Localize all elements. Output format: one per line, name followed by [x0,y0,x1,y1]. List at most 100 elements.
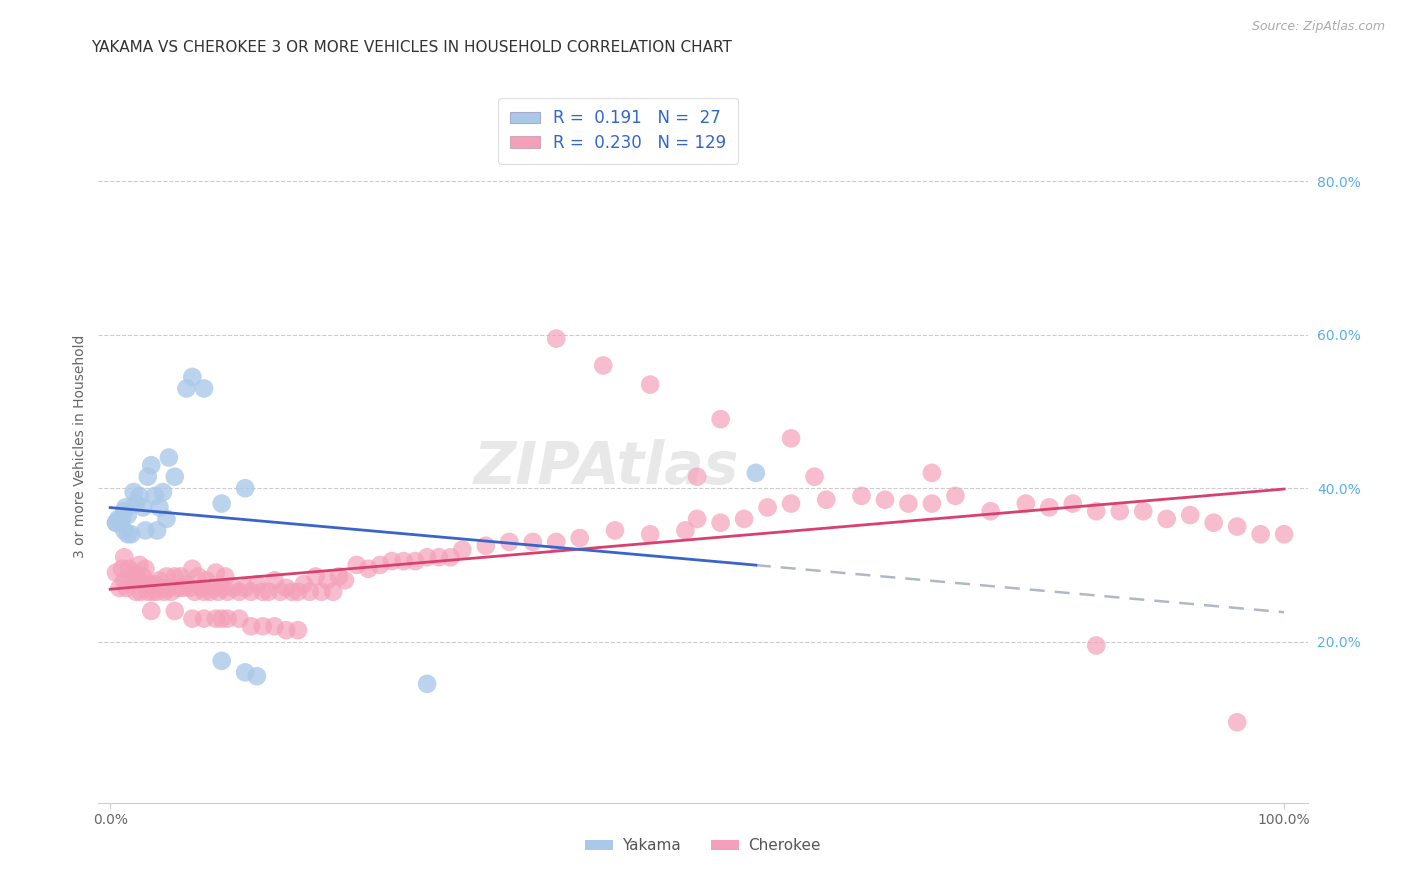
Point [416,550,439,565]
Point [108,581,131,595]
Point [228,584,250,599]
Point [127,574,149,588]
Point [181,612,204,626]
Point [157,450,180,465]
Point [638,377,661,392]
Point [211,497,233,511]
Point [980,504,1002,518]
Point [134,524,156,538]
Point [190,581,212,595]
Point [112,574,135,588]
Point [107,512,129,526]
Point [128,489,150,503]
Point [287,584,309,599]
Point [125,497,148,511]
Point [111,562,134,576]
Point [136,469,159,483]
Point [873,492,896,507]
Point [198,584,221,599]
Point [193,612,215,626]
Point [233,481,256,495]
Point [187,569,209,583]
Point [780,497,803,511]
Point [112,524,135,538]
Point [211,654,233,668]
Point [851,489,873,503]
Point [276,623,298,637]
Point [252,619,274,633]
Point [322,584,344,599]
Point [304,569,326,583]
Point [176,381,198,395]
Point [311,584,333,599]
Point [204,612,226,626]
Text: ZIPAtlas: ZIPAtlas [474,439,740,496]
Point [125,584,148,599]
Point [498,535,520,549]
Point [240,619,263,633]
Point [105,516,128,530]
Point [673,524,696,538]
Point [122,566,145,580]
Point [117,527,139,541]
Point [638,527,661,541]
Point [181,370,204,384]
Text: Source: ZipAtlas.com: Source: ZipAtlas.com [1251,20,1385,33]
Point [129,584,152,599]
Point [141,584,163,599]
Point [141,458,163,473]
Point [921,497,943,511]
Point [1108,504,1130,518]
Point [897,497,920,511]
Point [172,581,194,595]
Point [281,584,304,599]
Point [169,569,191,583]
Point [211,612,233,626]
Point [152,485,174,500]
Point [756,500,779,515]
Point [1132,504,1154,518]
Point [155,512,177,526]
Point [346,558,368,572]
Point [153,584,176,599]
Point [214,569,236,583]
Point [204,566,226,580]
Point [163,604,186,618]
Point [132,569,155,583]
Point [404,554,426,568]
Point [252,584,274,599]
Point [1062,497,1084,511]
Point [134,562,156,576]
Point [240,584,263,599]
Point [1226,715,1249,730]
Point [1156,512,1178,526]
Point [132,500,155,515]
Point [217,612,239,626]
Point [381,554,404,568]
Point [287,623,309,637]
Point [115,581,138,595]
Point [276,581,298,595]
Point [148,500,170,515]
Point [1250,527,1272,541]
Point [148,574,170,588]
Point [522,535,544,549]
Point [233,581,256,595]
Point [686,512,709,526]
Point [120,569,142,583]
Point [1202,516,1225,530]
Point [176,577,198,591]
Point [143,489,166,503]
Point [246,669,269,683]
Point [568,531,591,545]
Point [298,584,321,599]
Point [333,574,356,588]
Point [141,604,163,618]
Point [439,550,461,565]
Point [195,574,218,588]
Point [592,359,614,373]
Point [546,332,568,346]
Point [118,562,141,576]
Point [451,542,474,557]
Point [368,558,391,572]
